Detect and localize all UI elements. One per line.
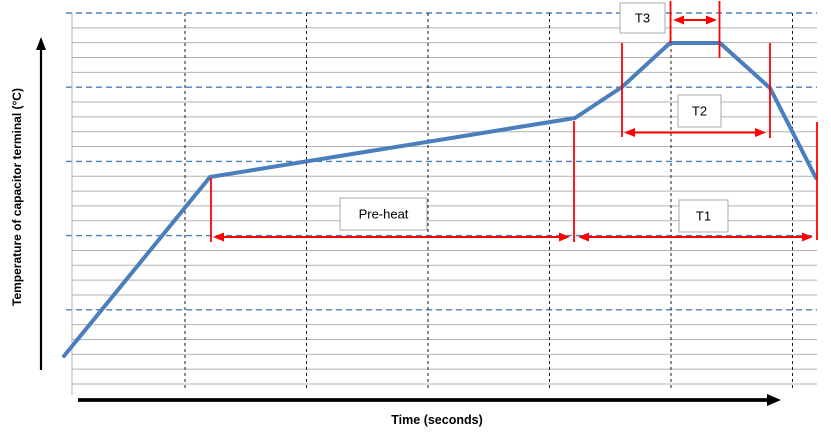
preheat-span-arrow-left-head-icon — [213, 232, 224, 242]
t1-label-box — [678, 199, 729, 233]
pre-heat-label: Pre-heat — [359, 207, 409, 222]
t1-span-arrow-left-head-icon — [578, 232, 589, 242]
t3-span-arrow-right-head-icon — [706, 15, 717, 25]
t1-label: T1 — [696, 209, 711, 224]
pre-heat-label-box — [339, 197, 428, 231]
t3-span-arrow-left-head-icon — [673, 15, 684, 25]
x-axis-title: Time (seconds) — [391, 413, 483, 427]
t3-label-box — [619, 2, 666, 34]
y-axis-arrowhead-icon — [36, 37, 46, 50]
t3-label: T3 — [635, 11, 650, 26]
t2-span-arrow-left-head-icon — [624, 128, 635, 137]
t2-span-arrow-right-head-icon — [755, 128, 766, 137]
t2-label-box — [677, 94, 722, 128]
t1-span-arrow-right-head-icon — [802, 232, 813, 242]
t2-label: T2 — [692, 104, 707, 119]
preheat-span-arrow-right-head-icon — [559, 232, 570, 242]
y-axis-title: Temperature of capacitor terminal (°C) — [10, 88, 24, 306]
x-axis-arrowhead-icon — [767, 394, 781, 406]
temperature-curve — [62, 41, 818, 358]
